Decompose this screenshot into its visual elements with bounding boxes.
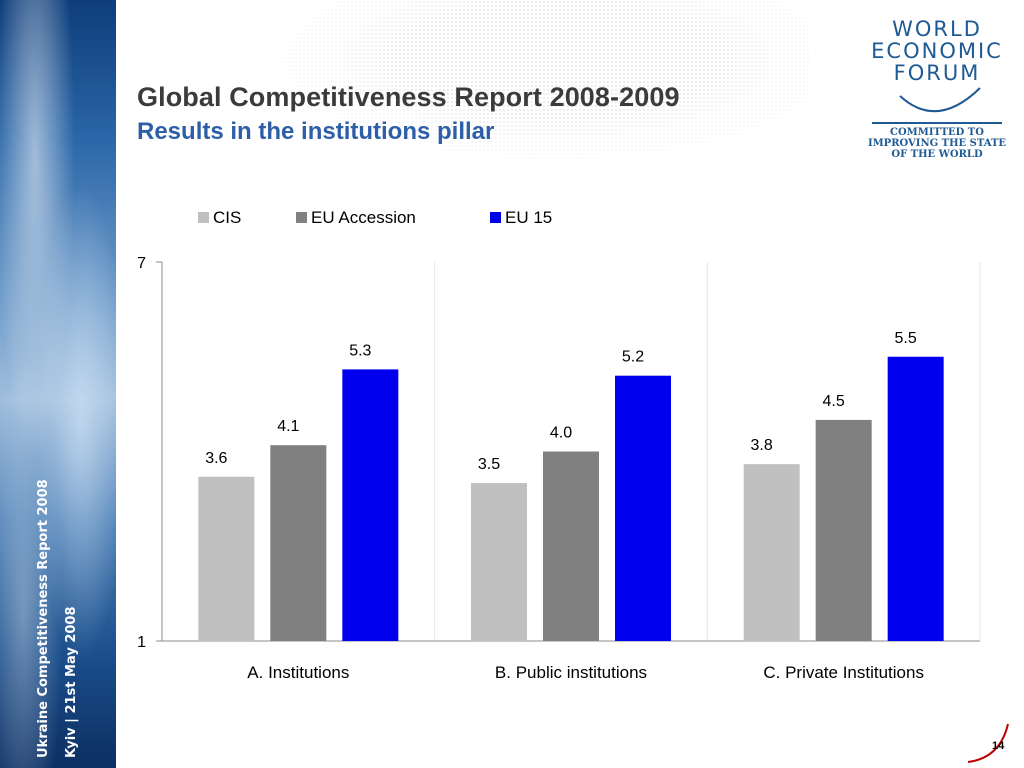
data-label: 4.1 [277,418,299,435]
page-arc-icon [967,723,1009,763]
bar [887,356,944,641]
page-number: 14 [992,740,1005,752]
legend-swatch-eu-15 [490,212,501,223]
bar [270,445,327,641]
data-label: 3.6 [205,450,227,467]
legend-item-eu-accession: EU Accession [296,208,416,228]
logo-arc-icon [899,87,981,113]
legend-label-eu-15: EU 15 [505,208,553,227]
wef-logo: WORLD ECONOMIC FORUM COMMITTED TO IMPROV… [862,18,1012,178]
bar [342,369,399,641]
data-label: 5.2 [622,349,644,366]
legend-swatch-cis [198,212,209,223]
data-label: 3.5 [478,456,500,473]
bar [815,419,872,641]
data-label: 5.5 [895,330,917,347]
slide-subtitle: Results in the institutions pillar [137,118,495,145]
y-tick-label: 1 [137,634,146,651]
earth-sidebar-image [0,0,116,768]
bar [743,464,800,641]
legend-label-eu-accession: EU Accession [311,208,416,227]
category-label: A. Institutions [247,663,349,682]
logo-word-3: FORUM [893,61,981,85]
data-label: 5.3 [349,342,371,359]
legend-item-cis: CIS [198,208,241,228]
slide-title: Global Competitiveness Report 2008-2009 [137,82,680,112]
y-tick-label: 7 [137,255,146,272]
data-label: 4.5 [823,393,845,410]
bar [615,375,671,641]
logo-word-2: ECONOMIC [871,39,1003,63]
logo-divider [872,122,1002,124]
bar [471,483,527,641]
legend-item-eu-15: EU 15 [490,208,552,228]
legend-swatch-eu-accession [296,212,307,223]
bar [198,476,255,641]
logo-tagline-2: IMPROVING THE STATE [867,138,1007,149]
bar [543,451,599,641]
logo-tagline-3: OF THE WORLD [891,149,983,160]
category-label: C. Private Institutions [763,663,924,682]
data-label: 4.0 [550,425,572,442]
data-label: 3.8 [751,437,773,454]
category-label: B. Public institutions [495,663,647,682]
logo-tagline-1: COMMITTED TO [890,127,984,138]
legend-label-cis: CIS [213,208,242,227]
world-map-background [250,0,810,170]
logo-word-1: WORLD [892,17,982,41]
